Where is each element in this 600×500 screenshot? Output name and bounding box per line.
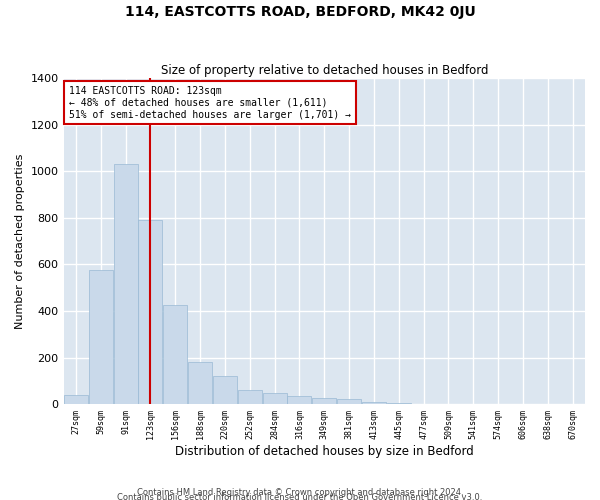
Bar [287, 396, 311, 404]
Bar [263, 394, 287, 404]
Bar [238, 390, 262, 404]
Bar [89, 270, 113, 404]
Text: Contains public sector information licensed under the Open Government Licence v3: Contains public sector information licen… [118, 492, 482, 500]
Bar [387, 403, 411, 404]
Bar [362, 402, 386, 404]
Text: 114, EASTCOTTS ROAD, BEDFORD, MK42 0JU: 114, EASTCOTTS ROAD, BEDFORD, MK42 0JU [125, 5, 475, 19]
Bar [337, 400, 361, 404]
Text: Contains HM Land Registry data © Crown copyright and database right 2024.: Contains HM Land Registry data © Crown c… [137, 488, 463, 497]
Bar [312, 398, 336, 404]
Bar [113, 164, 137, 404]
Bar [188, 362, 212, 404]
Bar [64, 395, 88, 404]
X-axis label: Distribution of detached houses by size in Bedford: Distribution of detached houses by size … [175, 444, 473, 458]
Bar [213, 376, 237, 404]
Bar [163, 305, 187, 404]
Bar [139, 220, 163, 404]
Title: Size of property relative to detached houses in Bedford: Size of property relative to detached ho… [161, 64, 488, 77]
Text: 114 EASTCOTTS ROAD: 123sqm
← 48% of detached houses are smaller (1,611)
51% of s: 114 EASTCOTTS ROAD: 123sqm ← 48% of deta… [69, 86, 351, 120]
Y-axis label: Number of detached properties: Number of detached properties [15, 154, 25, 329]
